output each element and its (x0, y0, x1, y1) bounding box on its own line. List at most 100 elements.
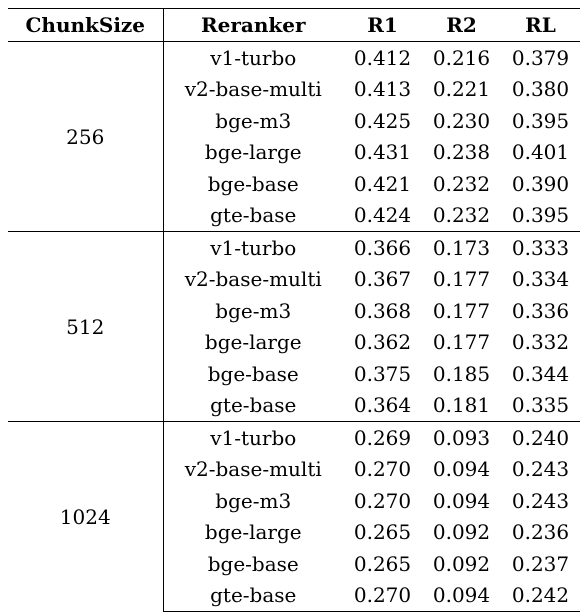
r1-cell: 0.362 (353, 330, 412, 355)
reranker-cell: v1-turbo (163, 231, 343, 264)
reranker-cell: v2-base-multi (184, 457, 322, 482)
r2-cell: 0.173 (422, 231, 501, 264)
r1-cell: 0.421 (353, 171, 412, 196)
rl-cell: 0.334 (511, 267, 570, 292)
reranker-cell: gte-base (210, 393, 297, 418)
results-table-container: ChunkSize Reranker R1 R2 RL 256 v1-turbo 0… (8, 8, 580, 612)
rl-cell: 0.336 (511, 298, 570, 323)
r2-cell: 0.177 (432, 298, 491, 323)
table-row: bge-m3 0.425 0.230 0.395 (8, 105, 580, 137)
reranker-cell: gte-base (210, 203, 297, 228)
table-body: 256 v1-turbo 0.412 0.216 0.379 v2-base-multi 0… (8, 41, 580, 612)
table-row: 1024 v1-turbo 0.269 0.093 0.240 (8, 421, 580, 612)
header-rl: RL (501, 8, 580, 42)
header-r1: R1 (343, 8, 422, 42)
r2-cell: 0.094 (422, 579, 501, 612)
r1-cell: 0.412 (343, 41, 422, 74)
r1-cell: 0.270 (353, 457, 412, 482)
reranker-cell: gte-base (163, 579, 343, 612)
table-row: gte-base 0.364 0.181 0.335 (8, 390, 580, 422)
r2-cell: 0.177 (432, 267, 491, 292)
r2-cell: 0.092 (432, 520, 491, 545)
reranker-cell: v2-base-multi (184, 267, 322, 292)
chunksize-cell: 512 (8, 231, 164, 422)
r1-cell: 0.413 (353, 77, 412, 102)
r1-cell: 0.367 (353, 267, 412, 292)
r1-cell: 0.265 (353, 551, 412, 576)
r1-cell: 0.265 (353, 520, 412, 545)
rl-cell: 0.379 (501, 41, 580, 74)
r2-cell: 0.221 (432, 77, 491, 102)
reranker-cell: v1-turbo (163, 421, 343, 454)
reranker-cell: v2-base-multi (184, 77, 322, 102)
r2-cell: 0.230 (432, 108, 491, 133)
table-row: v2-base-multi 0.270 0.094 0.243 (8, 454, 580, 486)
reranker-cell: bge-large (204, 520, 302, 545)
results-table: ChunkSize Reranker R1 R2 RL 256 v1-turbo 0… (8, 8, 580, 612)
header-chunksize: ChunkSize (8, 8, 164, 42)
rl-cell: 0.395 (511, 203, 570, 228)
r2-cell: 0.238 (432, 140, 491, 165)
rl-cell: 0.401 (511, 140, 570, 165)
table-row: v2-base-multi 0.413 0.221 0.380 (8, 74, 580, 106)
r1-cell: 0.424 (353, 203, 412, 228)
rl-cell: 0.243 (511, 488, 570, 513)
table-row: bge-m3 0.368 0.177 0.336 (8, 295, 580, 327)
rl-cell: 0.243 (511, 457, 570, 482)
header-r2: R2 (422, 8, 501, 42)
table-header: ChunkSize Reranker R1 R2 RL (8, 8, 580, 42)
r1-cell: 0.425 (353, 108, 412, 133)
table-row: v2-base-multi 0.367 0.177 0.334 (8, 264, 580, 296)
rl-cell: 0.236 (511, 520, 570, 545)
reranker-cell: bge-m3 (215, 298, 292, 323)
r2-cell: 0.094 (432, 488, 491, 513)
r2-cell: 0.216 (422, 41, 501, 74)
rl-cell: 0.390 (511, 171, 570, 196)
header-reranker: Reranker (163, 8, 343, 42)
header-row: ChunkSize Reranker R1 R2 RL (8, 8, 580, 42)
rl-cell: 0.344 (511, 361, 570, 386)
r1-cell: 0.368 (353, 298, 412, 323)
reranker-cell: v1-turbo (163, 41, 343, 74)
r2-cell: 0.093 (422, 421, 501, 454)
r2-cell: 0.185 (432, 361, 491, 386)
r1-cell: 0.270 (353, 488, 412, 513)
table-row: 512 v1-turbo 0.366 0.173 0.333 (8, 231, 580, 422)
table-row: bge-large 0.431 0.238 0.401 (8, 137, 580, 169)
reranker-cell: bge-m3 (215, 108, 292, 133)
rl-cell: 0.240 (501, 421, 580, 454)
reranker-cell: bge-base (207, 361, 299, 386)
table-row: gte-base 0.270 0.094 0.242 (8, 579, 580, 612)
table-row: bge-base 0.375 0.185 0.344 (8, 358, 580, 390)
reranker-cell: bge-m3 (215, 488, 292, 513)
rl-cell: 0.335 (511, 393, 570, 418)
table-row: bge-base 0.421 0.232 0.390 (8, 168, 580, 200)
r1-cell: 0.431 (353, 140, 412, 165)
rl-cell: 0.333 (501, 231, 580, 264)
reranker-cell: bge-large (204, 140, 302, 165)
table-row: bge-m3 0.270 0.094 0.243 (8, 485, 580, 517)
r2-cell: 0.094 (432, 457, 491, 482)
table-row: gte-base 0.424 0.232 0.395 (8, 200, 580, 232)
rl-cell: 0.380 (511, 77, 570, 102)
r2-cell: 0.181 (432, 393, 491, 418)
table-row: 256 v1-turbo 0.412 0.216 0.379 (8, 41, 580, 232)
r1-cell: 0.375 (353, 361, 412, 386)
reranker-cell: bge-large (204, 330, 302, 355)
table-row: bge-large 0.265 0.092 0.236 (8, 517, 580, 549)
r1-cell: 0.364 (353, 393, 412, 418)
r1-cell: 0.270 (343, 579, 422, 612)
r2-cell: 0.092 (432, 551, 491, 576)
chunksize-cell: 1024 (8, 421, 164, 612)
rl-cell: 0.237 (511, 551, 570, 576)
r2-cell: 0.232 (432, 203, 491, 228)
r2-cell: 0.177 (432, 330, 491, 355)
table-row: bge-base 0.265 0.092 0.237 (8, 548, 580, 580)
r2-cell: 0.232 (432, 171, 491, 196)
rl-cell: 0.395 (511, 108, 570, 133)
r1-cell: 0.366 (343, 231, 422, 264)
reranker-cell: bge-base (207, 171, 299, 196)
table-row: bge-large 0.362 0.177 0.332 (8, 327, 580, 359)
reranker-cell: bge-base (207, 551, 299, 576)
rl-cell: 0.332 (511, 330, 570, 355)
